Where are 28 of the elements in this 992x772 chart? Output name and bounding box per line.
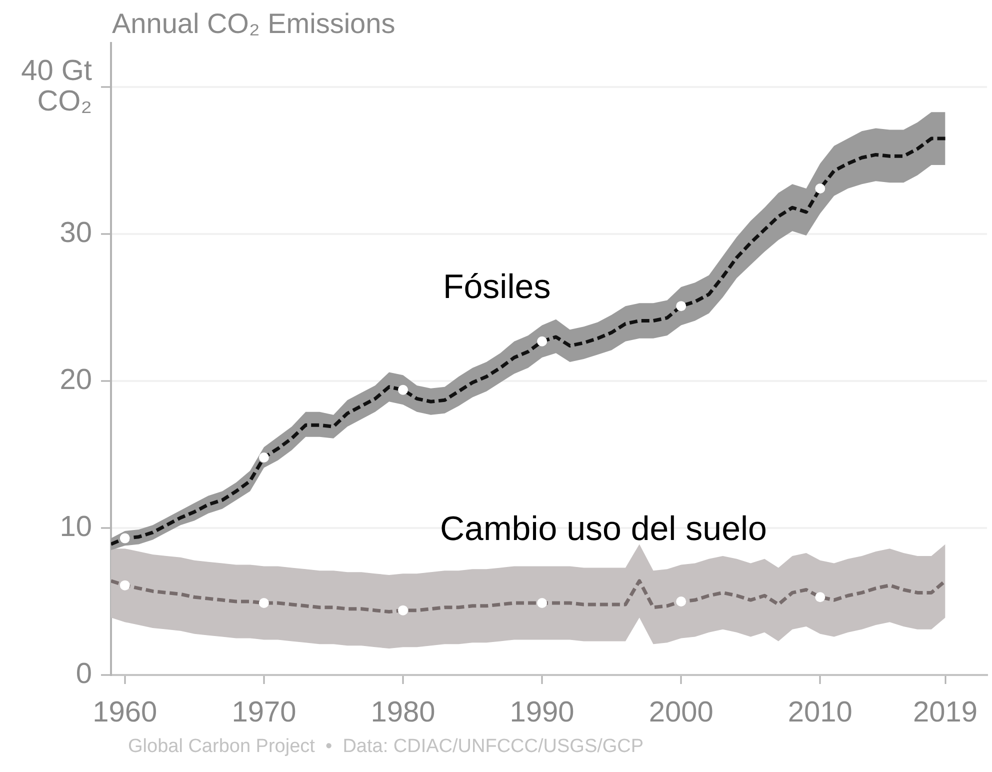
- x-tick-label: 1990: [510, 696, 574, 728]
- series-label: Fósiles: [443, 268, 551, 306]
- point: [676, 301, 686, 312]
- y-tick-label: 0: [76, 658, 92, 690]
- point: [537, 336, 548, 346]
- point: [676, 596, 686, 607]
- x-tick-label: 1970: [232, 696, 296, 728]
- series-label: Cambio uso del suelo: [440, 510, 767, 548]
- point: [120, 580, 130, 590]
- y-tick-label: 30: [60, 217, 92, 250]
- text: Global Carbon Project • Data: CDIAC/UNFCCC/USGS/GCP: [128, 736, 644, 757]
- point: [398, 384, 408, 395]
- y-tick-label: 10: [60, 511, 92, 544]
- chart-title: Annual CO₂ Emissions: [112, 8, 396, 39]
- x-tick-label: 1980: [370, 696, 436, 728]
- x-tick-label: 1960: [92, 696, 158, 728]
- point: [815, 592, 826, 602]
- point: [120, 533, 130, 544]
- point: [537, 598, 548, 608]
- x-tick-label: 2000: [648, 696, 714, 728]
- point: [815, 184, 826, 194]
- y-tick-label: 20: [60, 364, 92, 396]
- y-tick-label: 40 Gt CO₂: [21, 54, 92, 118]
- point: [258, 452, 269, 462]
- point: [258, 598, 269, 608]
- x-tick-label: 2010: [788, 696, 852, 728]
- x-tick-label: 2019: [913, 696, 978, 728]
- point: [398, 605, 408, 616]
